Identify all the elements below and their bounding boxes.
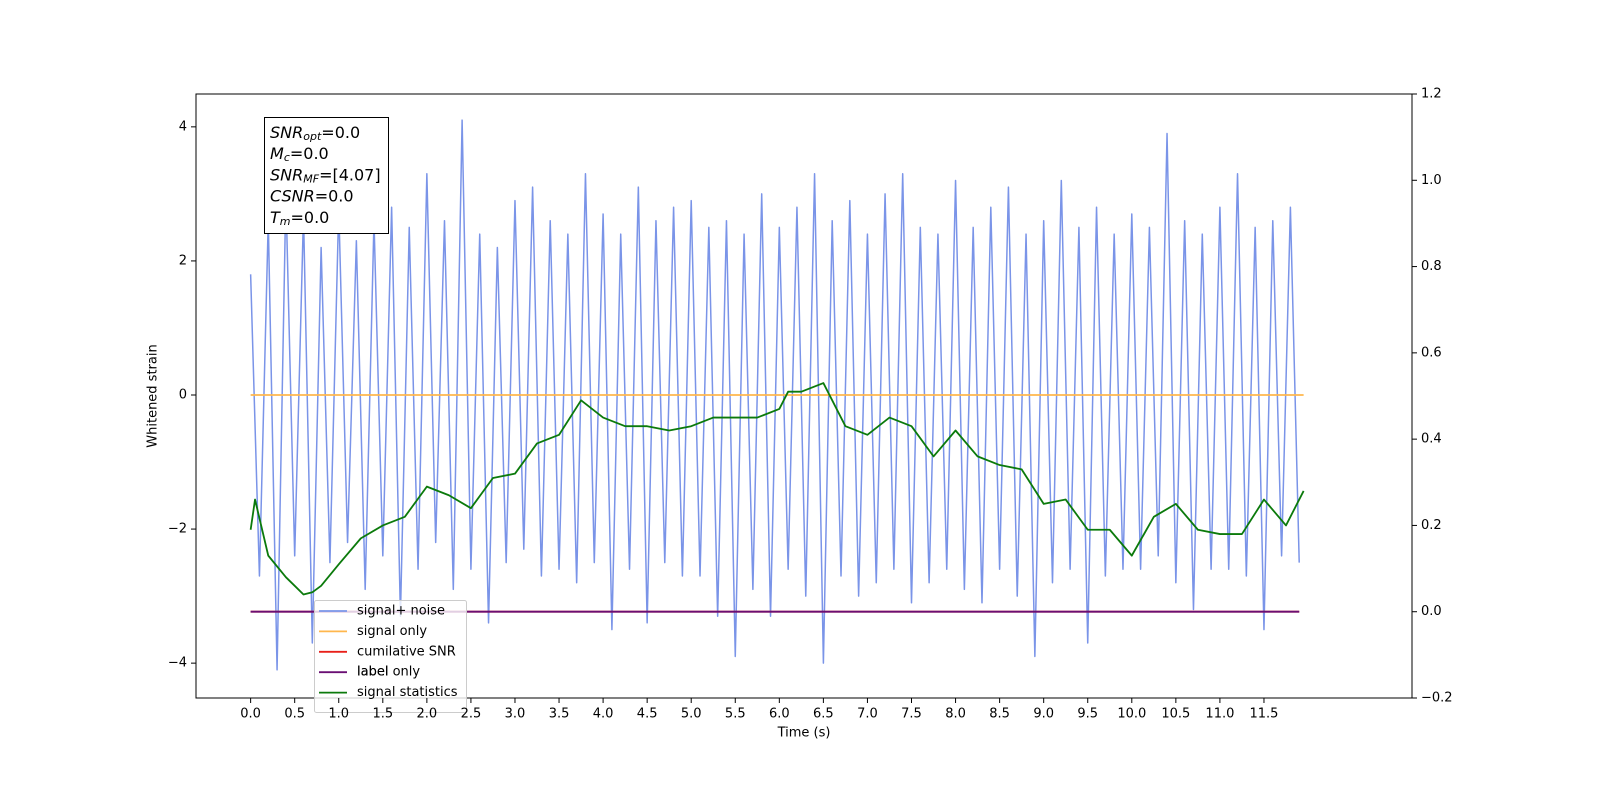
y2-tick-label: 0.6	[1421, 345, 1442, 360]
y2-tick-label: 1.0	[1421, 173, 1442, 188]
x-tick-label: 2.5	[461, 707, 482, 722]
legend-label: signal only	[357, 624, 427, 639]
annotation-value: =0.0	[291, 207, 330, 226]
y2-tick-label: 1.2	[1421, 87, 1442, 102]
annotation-value: =0.0	[321, 123, 360, 142]
annotation-subscript: m	[280, 215, 291, 228]
x-tick-label: 1.5	[372, 707, 393, 722]
x-tick-label: 4.0	[593, 707, 614, 722]
annotation-box: SNRopt=0.0Mc=0.0SNRMF=[4.07]CSNR=0.0Tm=0…	[264, 117, 389, 234]
annotation-line: Mc=0.0	[270, 144, 329, 165]
y2-tick-label: 0.2	[1421, 518, 1442, 533]
y2-tick-label: 0.8	[1421, 259, 1442, 274]
annotation-value: =[4.07]	[319, 165, 381, 184]
annotation-symbol: SNR	[270, 165, 303, 184]
x-tick-label: 5.5	[725, 707, 746, 722]
annotation-subscript: MF	[303, 172, 319, 185]
annotation-symbol: CSNR	[270, 186, 315, 205]
annotation-symbol: M	[270, 144, 284, 163]
annotation-line: SNRopt=0.0	[270, 123, 360, 144]
x-tick-label: 6.0	[769, 707, 790, 722]
x-tick-label: 7.5	[901, 707, 922, 722]
legend-label: signal statistics	[357, 685, 458, 700]
x-tick-label: 7.0	[857, 707, 878, 722]
legend-label: cumilative SNR	[357, 644, 456, 659]
x-tick-label: 1.0	[328, 707, 349, 722]
x-tick-label: 2.0	[417, 707, 438, 722]
x-tick-label: 11.0	[1205, 707, 1234, 722]
y-tick-label: 4	[179, 119, 187, 134]
annotation-frame	[264, 117, 389, 234]
series-line	[249, 382, 1305, 596]
annotation-line: SNRMF=[4.07]	[270, 165, 381, 186]
y2-tick-label: −0.2	[1421, 691, 1453, 706]
y-tick-label: −2	[168, 522, 187, 537]
legend-hidden-text: label only	[357, 665, 420, 680]
x-tick-label: 11.5	[1249, 707, 1278, 722]
annotation-symbol: T	[270, 207, 281, 226]
annotation-subscript: opt	[303, 130, 322, 143]
y-tick-label: 2	[179, 253, 187, 268]
x-tick-label: 10.5	[1161, 707, 1190, 722]
annotation-symbol: SNR	[270, 123, 303, 142]
x-tick-label: 9.5	[1077, 707, 1098, 722]
y2-tick-label: 0.0	[1421, 604, 1442, 619]
legend: label only signal+ noise signal only cumila…	[314, 600, 467, 713]
legend-frame	[314, 600, 467, 713]
annotation-value: =0.0	[290, 144, 329, 163]
y-tick-label: 0	[179, 387, 187, 402]
x-tick-label: 0.0	[240, 707, 261, 722]
legend-label: label	[357, 665, 388, 680]
x-tick-label: 10.0	[1117, 707, 1146, 722]
annotation-subscript: c	[284, 151, 290, 164]
x-tick-label: 3.0	[505, 707, 526, 722]
x-tick-label: 9.0	[1033, 707, 1054, 722]
annotation-line: Tm=0.0	[270, 207, 329, 228]
annotation-line: CSNR=0.0	[270, 186, 354, 205]
annotation-value: =0.0	[315, 186, 354, 205]
x-tick-label: 0.5	[284, 707, 305, 722]
x-tick-label: 8.0	[945, 707, 966, 722]
y2-tick-label: 0.4	[1421, 432, 1442, 447]
y-tick-label: −4	[168, 656, 187, 671]
x-tick-label: 3.5	[549, 707, 570, 722]
x-tick-label: 8.5	[989, 707, 1010, 722]
x-tick-label: 5.0	[681, 707, 702, 722]
x-tick-label: 4.5	[637, 707, 658, 722]
legend-label: signal+ noise	[357, 604, 445, 619]
x-axis-label: Time (s)	[777, 726, 831, 741]
axes-frame	[195, 93, 1413, 699]
series-line	[249, 119, 1300, 671]
x-tick-label: 6.5	[813, 707, 834, 722]
y-axis-label: Whitened strain	[146, 344, 161, 447]
